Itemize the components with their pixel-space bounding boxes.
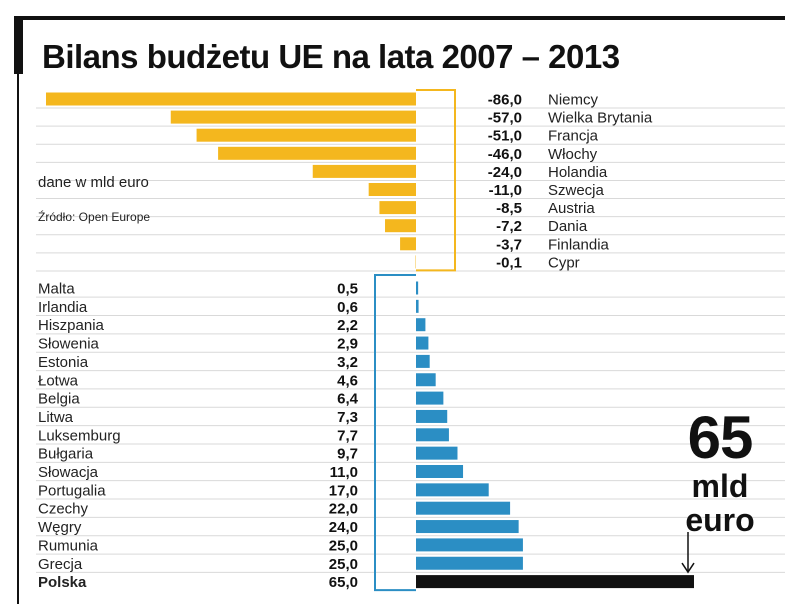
callout-unit-line2: euro: [685, 502, 755, 538]
bar-rumunia: [416, 538, 523, 552]
bar-holandia: [312, 164, 416, 178]
bar-grecja: [416, 556, 523, 570]
bar-estonia: [416, 354, 430, 368]
callout-unit-line1: mld: [691, 468, 749, 504]
value-label-belgia: 6,4: [337, 391, 359, 408]
value-label-hiszpania: 2,2: [337, 317, 358, 334]
bar-czechy: [416, 501, 511, 515]
country-label-bulgaria: Bułgaria: [38, 446, 94, 463]
value-label-malta: 0,5: [337, 281, 358, 298]
country-label-grecja: Grecja: [38, 556, 83, 573]
contributors-bracket: [416, 89, 456, 272]
frame-left-rule: [17, 74, 19, 604]
country-label-slowenia: Słowenia: [38, 336, 100, 353]
bar-lotwa: [416, 373, 436, 387]
value-label-irlandia: 0,6: [337, 299, 358, 316]
bar-slowacja: [416, 465, 464, 478]
value-label-czechy: 22,0: [329, 501, 358, 518]
country-label-hiszpania: Hiszpania: [38, 317, 105, 334]
value-label-slowacja: 11,0: [330, 464, 358, 481]
value-label-polska: 65,0: [329, 574, 358, 591]
bar-polska: [416, 575, 694, 589]
value-label-estonia: 3,2: [337, 354, 358, 371]
country-label-malta: Malta: [38, 281, 75, 298]
value-label-rumunia: 25,0: [329, 537, 358, 554]
value-label-szwecja: -11,0: [489, 182, 522, 199]
frame-top-rule: [15, 16, 785, 20]
frame-left-block: [14, 16, 23, 74]
value-label-luksemburg: 7,7: [337, 427, 358, 444]
bar-wielka-brytania: [170, 110, 416, 124]
value-label-wegry: 24,0: [329, 519, 358, 536]
country-label-lotwa: Łotwa: [38, 372, 79, 389]
country-label-wielka-brytania: Wielka Brytania: [548, 110, 653, 127]
value-label-wielka-brytania: -57,0: [488, 110, 522, 127]
value-label-holandia: -24,0: [488, 164, 522, 181]
bar-dania: [385, 219, 416, 233]
bar-belgia: [416, 391, 444, 405]
country-label-austria: Austria: [548, 200, 595, 217]
chart-title: Bilans budżetu UE na lata 2007 – 2013: [42, 38, 620, 75]
value-label-niemcy: -86,0: [488, 92, 522, 109]
bar-szwecja: [368, 183, 416, 196]
bar-bulgaria: [416, 446, 458, 460]
country-label-irlandia: Irlandia: [38, 299, 88, 316]
value-label-slowenia: 2,9: [337, 336, 358, 353]
country-label-niemcy: Niemcy: [548, 92, 599, 109]
callout-value: 65: [687, 404, 754, 471]
bar-francja: [196, 128, 416, 142]
value-label-cypr: -0,1: [496, 254, 522, 271]
unit-note: dane w mld euro: [38, 174, 149, 191]
country-label-finlandia: Finlandia: [548, 236, 610, 253]
bar-hiszpania: [416, 318, 426, 332]
value-label-dania: -7,2: [496, 218, 522, 235]
bar-wlochy: [218, 146, 416, 160]
value-label-lotwa: 4,6: [337, 372, 358, 389]
value-label-litwa: 7,3: [337, 409, 358, 426]
bar-austria: [379, 201, 416, 215]
country-label-szwecja: Szwecja: [548, 182, 605, 199]
value-label-bulgaria: 9,7: [337, 446, 358, 463]
country-label-wegry: Węgry: [38, 519, 82, 536]
value-label-austria: -8,5: [496, 200, 522, 217]
polska-callout: 65 mld euro: [664, 404, 776, 538]
country-label-wlochy: Włochy: [548, 146, 598, 163]
country-label-cypr: Cypr: [548, 254, 580, 271]
bar-malta: [416, 281, 419, 295]
value-label-grecja: 25,0: [329, 556, 358, 573]
country-label-belgia: Belgia: [38, 391, 80, 408]
bar-wegry: [416, 520, 519, 534]
country-label-portugalia: Portugalia: [38, 482, 106, 499]
bar-irlandia: [416, 299, 419, 313]
bar-niemcy: [46, 92, 416, 106]
country-label-luksemburg: Luksemburg: [38, 427, 121, 444]
country-label-polska: Polska: [38, 574, 87, 591]
country-label-dania: Dania: [548, 218, 588, 235]
beneficiaries-bracket: [374, 274, 416, 592]
country-label-holandia: Holandia: [548, 164, 608, 181]
country-label-francja: Francja: [548, 128, 599, 145]
callout-arrow-head: [681, 562, 695, 574]
value-label-finlandia: -3,7: [496, 236, 522, 253]
country-label-rumunia: Rumunia: [38, 537, 99, 554]
source-note: Źródło: Open Europe: [38, 210, 151, 224]
bar-luksemburg: [416, 428, 449, 442]
country-label-czechy: Czechy: [38, 501, 89, 518]
bar-finlandia: [400, 237, 416, 251]
country-label-estonia: Estonia: [38, 354, 89, 371]
bar-slowenia: [416, 336, 429, 350]
bar-portugalia: [416, 483, 489, 497]
country-label-litwa: Litwa: [38, 409, 74, 426]
bar-litwa: [416, 409, 448, 423]
value-label-francja: -51,0: [488, 128, 522, 145]
value-label-portugalia: 17,0: [329, 482, 358, 499]
value-label-wlochy: -46,0: [488, 146, 522, 163]
country-label-slowacja: Słowacja: [38, 464, 99, 481]
